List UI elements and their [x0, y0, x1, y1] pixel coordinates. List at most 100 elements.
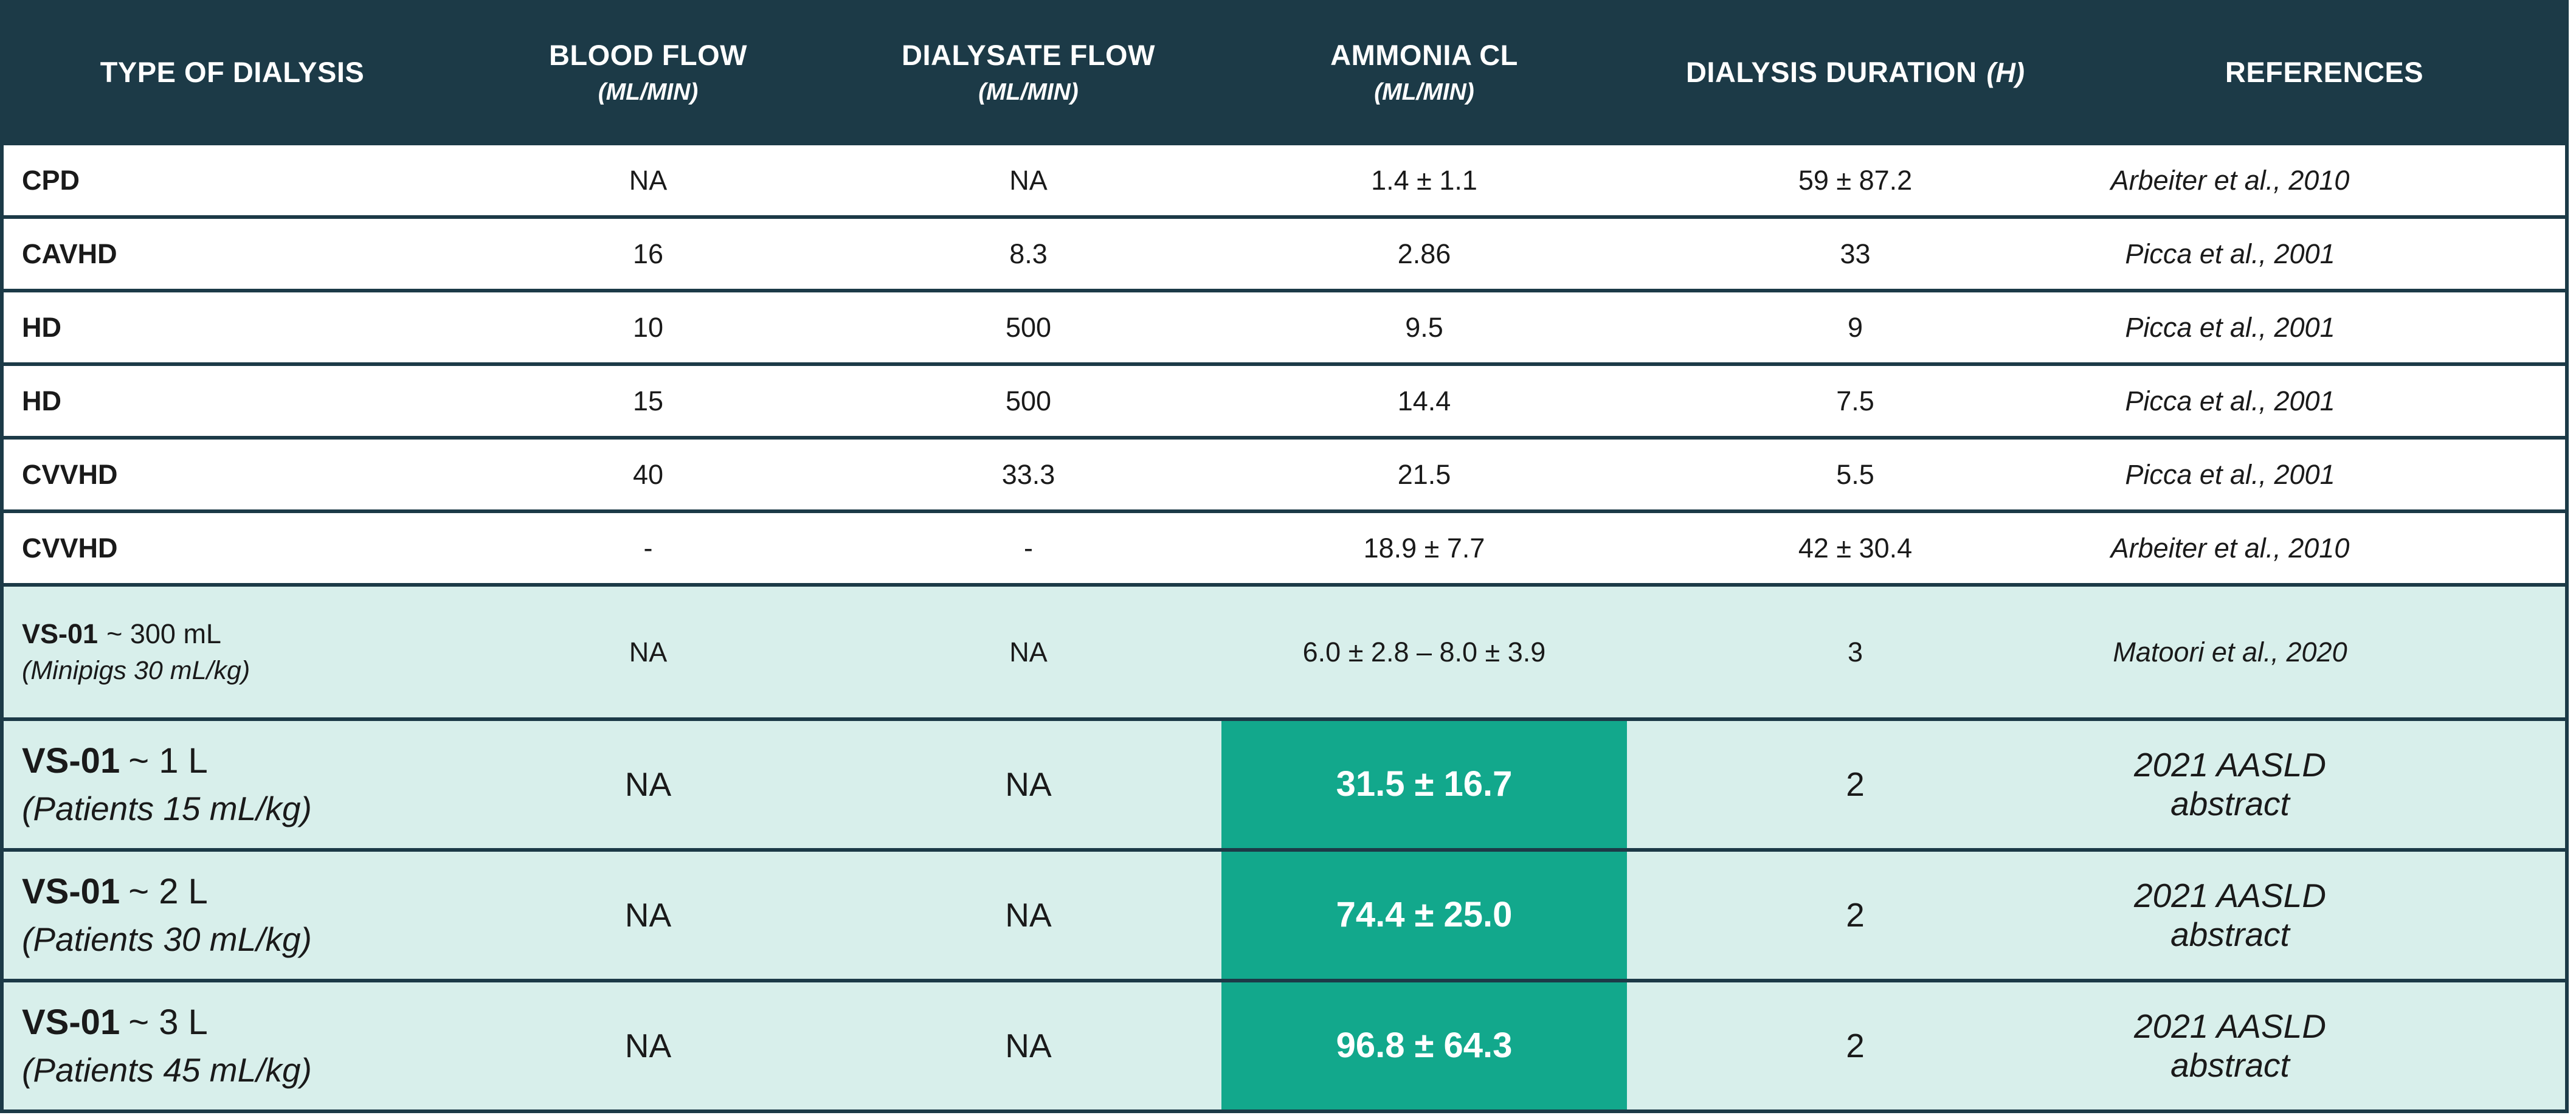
cell-dialysate-flow: 33.3: [1001, 458, 1055, 490]
cell-reference: Picca et al., 2001: [2125, 311, 2335, 343]
cell-ammonia-cl: 14.4: [1397, 385, 1451, 416]
header-label: REFERENCES: [2225, 56, 2424, 89]
cell-type-of-dialysis: CAVHD: [4, 219, 461, 289]
cell-blood-flow: NA: [629, 636, 668, 668]
cell-dialysis-duration: 5.5: [1836, 458, 1874, 490]
cell-dialysate-flow: NA: [1005, 765, 1052, 803]
cell-dialysate-flow: 8.3: [1009, 238, 1048, 269]
cell-dialysis-duration: 59 ± 87.2: [1798, 164, 1913, 196]
cell-type-of-dialysis: VS-01 ~ 3 L (Patients 45 mL/kg): [22, 1002, 312, 1089]
dialysis-type-detail: (Patients 45 mL/kg): [22, 1051, 312, 1089]
cell-type-of-dialysis: CVVHD: [4, 513, 461, 583]
table-row: VS-01 ~ 1 L (Patients 15 mL/kg) NA NA 31.…: [4, 717, 2565, 848]
cell-ammonia-cl-highlighted: 74.4 ± 25.0: [1221, 852, 1627, 979]
cell-blood-flow: NA: [624, 895, 672, 934]
cell-type-of-dialysis: HD: [4, 366, 461, 436]
table-row: HD 15 500 14.4 7.5 Picca et al., 2001: [4, 362, 2565, 436]
cell-type-of-dialysis: VS-01 ~ 1 L (Patients 15 mL/kg): [22, 740, 312, 828]
header-ammonia-cl: AMMONIA CL (ML/MIN): [1221, 4, 1627, 142]
cell-dialysate-flow: NA: [1005, 1026, 1052, 1065]
header-unit: (ML/MIN): [1374, 79, 1474, 106]
header-unit: (ML/MIN): [598, 79, 699, 106]
cell-dialysate-flow: NA: [1009, 636, 1048, 668]
header-label: TYPE OF DIALYSIS: [100, 56, 365, 89]
dialysis-type-detail: (Minipigs 30 mL/kg): [22, 655, 250, 685]
cell-type-of-dialysis: CVVHD: [4, 440, 461, 509]
table-row: CVVHD - - 18.9 ± 7.7 42 ± 30.4 Arbeiter …: [4, 509, 2565, 583]
dialysis-type: VS-01: [22, 618, 98, 649]
table-row: CVVHD 40 33.3 21.5 5.5 Picca et al., 200…: [4, 436, 2565, 509]
cell-dialysis-duration: 3: [1847, 636, 1863, 668]
cell-type-of-dialysis: VS-01 ~ 300 mL (Minipigs 30 mL/kg): [22, 618, 250, 685]
cell-dialysate-flow: NA: [1005, 895, 1052, 934]
cell-dialysate-flow: -: [1024, 532, 1033, 564]
cell-blood-flow: NA: [624, 765, 672, 803]
cell-type-of-dialysis: CPD: [4, 145, 461, 215]
cell-ammonia-cl-highlighted: 96.8 ± 64.3: [1221, 982, 1627, 1109]
header-blood-flow: BLOOD FLOW (ML/MIN): [461, 4, 835, 142]
cell-ammonia-cl: 21.5: [1397, 458, 1451, 490]
cell-ammonia-cl: 6.0 ± 2.8 – 8.0 ± 3.9: [1302, 636, 1546, 668]
cell-reference: Picca et al., 2001: [2125, 458, 2335, 490]
header-label: DIALYSATE FLOW: [902, 39, 1155, 72]
cell-blood-flow: 16: [632, 238, 664, 269]
dialysis-type-detail: (Patients 30 mL/kg): [22, 920, 312, 959]
cell-ammonia-cl-highlighted: 31.5 ± 16.7: [1221, 721, 1627, 848]
cell-reference: Arbeiter et al., 2010: [2110, 532, 2350, 564]
header-label: DIALYSIS DURATION: [1685, 56, 1977, 89]
dialysis-type: VS-01: [22, 1002, 120, 1042]
dialysis-type: CAVHD: [22, 238, 117, 269]
cell-ammonia-cl: 2.86: [1397, 238, 1451, 269]
dialysis-type: VS-01: [22, 871, 120, 911]
dialysis-type: VS-01: [22, 740, 120, 781]
cell-blood-flow: NA: [629, 164, 668, 196]
cell-dialysis-duration: 2: [1846, 895, 1865, 934]
dialysis-type: HD: [22, 311, 61, 343]
cell-ammonia-cl: 18.9 ± 7.7: [1363, 532, 1485, 564]
cell-dialysis-duration: 7.5: [1836, 385, 1874, 416]
cell-reference: 2021 AASLD abstract: [2134, 746, 2326, 823]
cell-dialysis-duration: 33: [1840, 238, 1871, 269]
table-row: CAVHD 16 8.3 2.86 33 Picca et al., 2001: [4, 215, 2565, 289]
table-row: CPD NA NA 1.4 ± 1.1 59 ± 87.2 Arbeiter e…: [4, 142, 2565, 215]
cell-dialysis-duration: 42 ± 30.4: [1798, 532, 1913, 564]
cell-reference: Arbeiter et al., 2010: [2110, 164, 2350, 196]
cell-ammonia-cl: 9.5: [1405, 311, 1443, 343]
table-row: VS-01 ~ 300 mL (Minipigs 30 mL/kg) NA NA …: [4, 583, 2565, 717]
dialysis-type-detail: (Patients 15 mL/kg): [22, 790, 312, 828]
header-dialysate-flow: DIALYSATE FLOW (ML/MIN): [835, 4, 1221, 142]
header-label: BLOOD FLOW: [548, 39, 748, 72]
cell-dialysis-duration: 2: [1846, 765, 1865, 803]
cell-blood-flow: 15: [632, 385, 664, 416]
dialysis-type: CPD: [22, 164, 80, 196]
dialysis-type: HD: [22, 385, 61, 416]
cell-blood-flow: 40: [632, 458, 664, 490]
cell-type-of-dialysis: HD: [4, 292, 461, 362]
dialysis-type: CVVHD: [22, 458, 118, 490]
cell-reference: 2021 AASLD abstract: [2134, 877, 2326, 953]
cell-blood-flow: -: [643, 532, 653, 564]
table-header-row: TYPE OF DIALYSIS BLOOD FLOW (ML/MIN) DIA…: [4, 4, 2565, 142]
cell-reference: 2021 AASLD abstract: [2134, 1007, 2326, 1084]
cell-dialysate-flow: 500: [1005, 311, 1052, 343]
cell-type-of-dialysis: VS-01 ~ 2 L (Patients 30 mL/kg): [22, 871, 312, 959]
cell-reference: Picca et al., 2001: [2125, 385, 2335, 416]
cell-dialysis-duration: 2: [1846, 1026, 1865, 1065]
table-row: HD 10 500 9.5 9 Picca et al., 2001: [4, 289, 2565, 362]
header-type-of-dialysis: TYPE OF DIALYSIS: [4, 4, 461, 142]
cell-dialysate-flow: NA: [1009, 164, 1048, 196]
cell-dialysis-duration: 9: [1847, 311, 1863, 343]
table-row: VS-01 ~ 2 L (Patients 30 mL/kg) NA NA 74.…: [4, 848, 2565, 979]
cell-blood-flow: 10: [632, 311, 664, 343]
cell-blood-flow: NA: [624, 1026, 672, 1065]
cell-reference: Picca et al., 2001: [2125, 238, 2335, 269]
cell-reference: Matoori et al., 2020: [2113, 636, 2347, 668]
header-label: AMMONIA CL: [1330, 39, 1518, 72]
cell-dialysate-flow: 500: [1005, 385, 1052, 416]
header-unit: (ML/MIN): [978, 79, 1079, 106]
table-row: VS-01 ~ 3 L (Patients 45 mL/kg) NA NA 96.…: [4, 979, 2565, 1109]
dialysis-type: CVVHD: [22, 532, 118, 564]
header-references: REFERENCES: [2084, 4, 2565, 142]
header-dialysis-duration: DIALYSIS DURATION (H): [1685, 56, 2025, 89]
